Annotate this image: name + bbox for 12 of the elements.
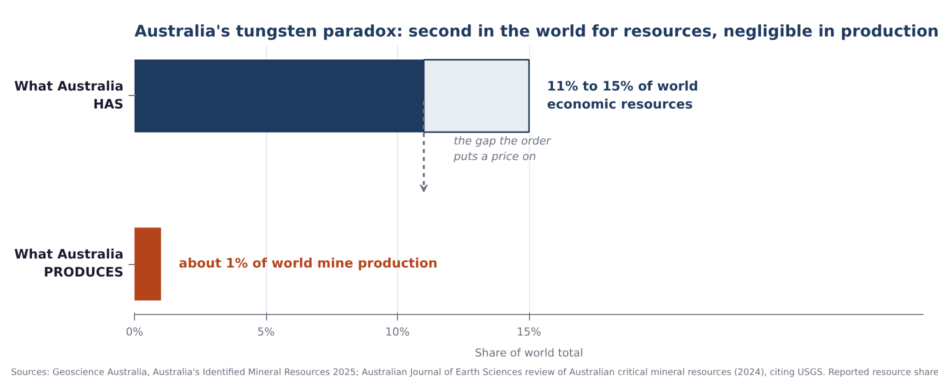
x-axis-title: Share of world total — [474, 346, 584, 360]
x-tick-label: 5% — [257, 326, 275, 338]
y-tick-label: What Australia PRODUCES — [14, 248, 124, 281]
annotation: about 1% of world mine production — [178, 256, 438, 272]
bar — [134, 228, 162, 300]
x-tick-label: 15% — [516, 326, 542, 338]
y-tick-label: What Australia HAS — [14, 79, 124, 112]
chart-title: Australia's tungsten paradox: second in the world for resources, negligible in production — [134, 22, 938, 40]
x-tick-label: 0% — [126, 326, 144, 338]
x-tick-label: 10% — [385, 326, 410, 338]
annotation: 11% to 15% of world economic resources — [547, 79, 698, 112]
annotation: the gap the order puts a price on — [452, 134, 552, 164]
